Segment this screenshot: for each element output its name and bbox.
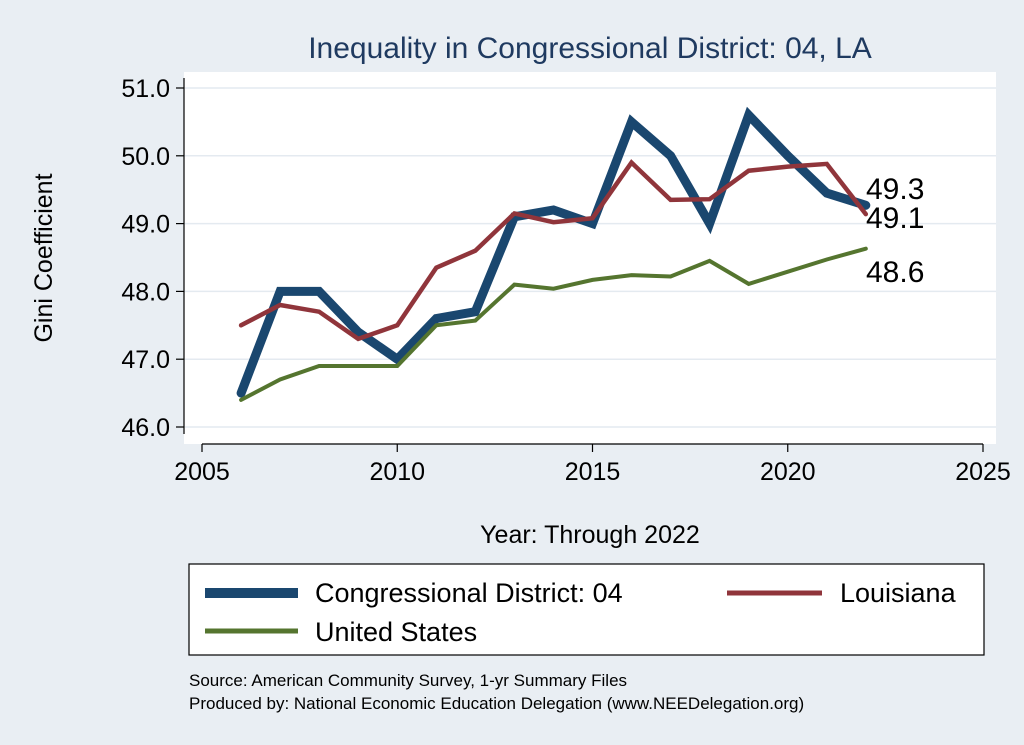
x-tick-label: 2015 — [565, 458, 621, 486]
x-tick-label: 2020 — [760, 458, 816, 486]
end-label-louisiana: 49.1 — [866, 202, 924, 235]
y-tick-label: 51.0 — [121, 75, 170, 103]
y-tick-label: 47.0 — [121, 346, 170, 374]
source-note: Source: American Community Survey, 1-yr … — [189, 671, 627, 690]
chart-title: Inequality in Congressional District: 04… — [308, 32, 872, 65]
plot-area — [184, 72, 996, 444]
producer-note: Produced by: National Economic Education… — [189, 694, 804, 713]
series-line-louisiana — [238, 159, 869, 342]
legend-label-united-states: United States — [315, 617, 477, 647]
x-tick-label: 2005 — [174, 458, 230, 486]
y-tick-label: 48.0 — [121, 278, 170, 306]
series-line-united-states — [239, 246, 868, 402]
y-tick-label: 49.0 — [121, 211, 170, 239]
x-tick-label: 2010 — [369, 458, 425, 486]
y-tick-label: 50.0 — [121, 143, 170, 171]
end-labels: 49.349.1 48.6 — [866, 173, 924, 289]
legend-box — [188, 563, 985, 656]
y-axis-title: Gini Coefficient — [30, 173, 58, 342]
y-tick-label: 46.0 — [121, 414, 170, 442]
end-label-united-states: 48.6 — [866, 256, 924, 289]
legend-label-congressional-district: Congressional District: 04 — [315, 578, 623, 608]
end-label-congressional-district: 49.3 — [866, 173, 924, 206]
series-line-congressional-district — [236, 106, 871, 398]
legend-label-louisiana: Louisiana — [840, 578, 957, 608]
x-tick-label: 2025 — [955, 458, 1011, 486]
axes: 46.0 47.0 48.0 49.0 50.0 51.0 2005 2010 2015 2020… — [121, 75, 1010, 486]
series-lines — [236, 106, 871, 402]
legend: Congressional District: 04 Louisiana Uni… — [188, 563, 985, 656]
x-axis-title: Year: Through 2022 — [480, 521, 700, 549]
